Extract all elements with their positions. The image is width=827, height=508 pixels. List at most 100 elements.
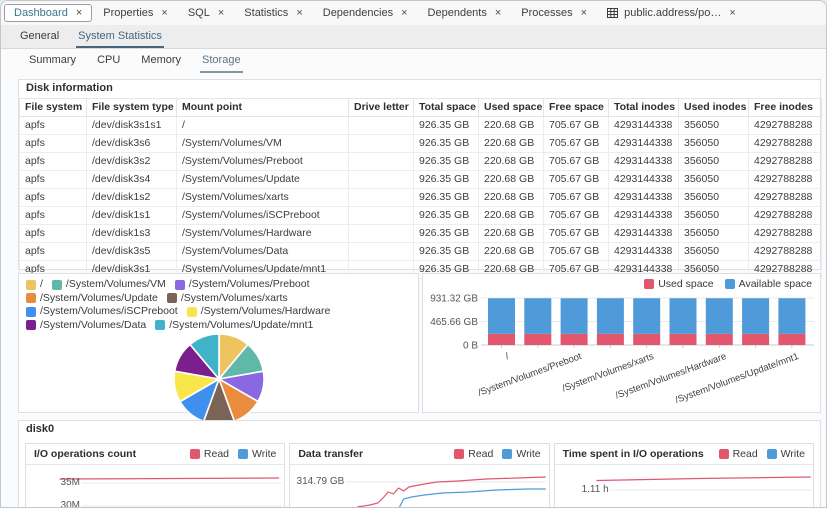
chart-plot-area: 1.11 h xyxy=(555,465,813,508)
legend-label: /System/Volumes/iSCPreboot xyxy=(40,305,178,319)
close-icon[interactable]: × xyxy=(401,8,407,18)
legend-color-chip xyxy=(190,449,200,459)
tab-cpu[interactable]: CPU xyxy=(95,49,122,73)
tab-system-statistics[interactable]: System Statistics xyxy=(76,25,164,48)
table-cell: 220.68 GB xyxy=(479,117,544,135)
panel-tab-label: Processes xyxy=(521,7,572,19)
table-row[interactable]: apfs/dev/disk3s1s1/926.35 GB220.68 GB705… xyxy=(20,117,822,135)
table-cell: 705.67 GB xyxy=(544,117,609,135)
disk0-panel: disk0 I/O operations countReadWrite35M30… xyxy=(18,420,821,508)
series-line-read xyxy=(60,478,280,479)
table-cell xyxy=(349,207,414,225)
table-row[interactable]: apfs/dev/disk3s6/System/Volumes/VM926.35… xyxy=(20,135,822,153)
tab-label: Storage xyxy=(202,54,241,66)
table-cell: apfs xyxy=(20,243,87,261)
table-row[interactable]: apfs/dev/disk3s4/System/Volumes/Update92… xyxy=(20,171,822,189)
panel-tab-dependents[interactable]: Dependents× xyxy=(419,5,511,21)
bar-segment-used-space xyxy=(670,334,697,345)
table-cell xyxy=(349,135,414,153)
chart-card-header: I/O operations count Read Write xyxy=(26,444,284,465)
table-cell: 4293144338 xyxy=(609,225,679,243)
table-row[interactable]: apfs/dev/disk3s5/System/Volumes/Data926.… xyxy=(20,243,822,261)
space-bar-panel: Used spaceAvailable space 931.32 GB465.6… xyxy=(422,273,821,413)
table-cell: 4292788288 xyxy=(749,117,822,135)
bar-segment-available-space xyxy=(488,298,515,334)
panel-tab-dependencies[interactable]: Dependencies× xyxy=(314,5,417,21)
pgadmin-dashboard-window: Dashboard×Properties×SQL×Statistics×Depe… xyxy=(0,0,827,508)
table-cell: 926.35 GB xyxy=(414,207,479,225)
close-icon[interactable]: × xyxy=(161,8,167,18)
table-cell: 926.35 GB xyxy=(414,171,479,189)
panel-tab-statistics[interactable]: Statistics× xyxy=(235,5,311,21)
tab-storage[interactable]: Storage xyxy=(200,49,243,73)
table-row[interactable]: apfs/dev/disk3s2/System/Volumes/Preboot9… xyxy=(20,153,822,171)
chart-legend: ReadWrite xyxy=(719,448,805,460)
chart-title: I/O operations count xyxy=(34,448,136,460)
column-header-free-space: Free space xyxy=(544,99,609,117)
table-row[interactable]: apfs/dev/disk1s1/System/Volumes/iSCPrebo… xyxy=(20,207,822,225)
table-cell: 4292788288 xyxy=(749,153,822,171)
table-cell: /System/Volumes/Hardware xyxy=(177,225,349,243)
table-cell: 220.68 GB xyxy=(479,189,544,207)
table-cell: 220.68 GB xyxy=(479,153,544,171)
y-tick-label: 931.32 GB xyxy=(430,294,478,305)
dashboard-tab-bar: General System Statistics xyxy=(1,25,826,49)
table-cell: /System/Volumes/Preboot xyxy=(177,153,349,171)
close-icon[interactable]: × xyxy=(495,8,501,18)
table-cell: apfs xyxy=(20,153,87,171)
tab-memory[interactable]: Memory xyxy=(139,49,183,73)
disk0-title: disk0 xyxy=(19,421,820,439)
legend-label: Read xyxy=(733,448,758,460)
close-icon[interactable]: × xyxy=(581,8,587,18)
legend-item-read: Read xyxy=(190,448,229,460)
bar-segment-available-space xyxy=(597,298,624,334)
legend-color-chip xyxy=(719,449,729,459)
panel-tab-sql[interactable]: SQL× xyxy=(179,5,233,21)
close-icon[interactable]: × xyxy=(296,8,302,18)
series-line-write xyxy=(399,489,546,508)
table-row[interactable]: apfs/dev/disk1s2/System/Volumes/xarts926… xyxy=(20,189,822,207)
disk-information-panel: Disk information File systemFile system … xyxy=(18,79,821,270)
disk-information-table: File systemFile system typeMount pointDr… xyxy=(19,98,822,279)
bar-segment-used-space xyxy=(561,334,588,345)
column-header-total-space: Total space xyxy=(414,99,479,117)
legend-color-chip xyxy=(767,449,777,459)
table-cell: 705.67 GB xyxy=(544,207,609,225)
close-icon[interactable]: × xyxy=(729,8,735,18)
legend-label: Write xyxy=(252,448,276,460)
table-cell: 926.35 GB xyxy=(414,189,479,207)
panel-tab-dashboard[interactable]: Dashboard× xyxy=(4,4,92,22)
legend-label: Read xyxy=(204,448,229,460)
legend-label: /System/Volumes/VM xyxy=(66,278,166,292)
tab-general[interactable]: General xyxy=(18,25,61,48)
close-icon[interactable]: × xyxy=(76,8,82,18)
bar-segment-used-space xyxy=(524,334,551,345)
table-header-row: File systemFile system typeMount pointDr… xyxy=(20,99,822,117)
pie-chart-wrap xyxy=(19,332,418,426)
panel-tab-public-address-po[interactable]: public.address/po…× xyxy=(598,5,745,21)
y-tick-label: 0 B xyxy=(463,341,478,352)
legend-color-chip xyxy=(26,320,36,330)
bar-segment-used-space xyxy=(742,334,769,345)
close-icon[interactable]: × xyxy=(218,8,224,18)
legend-item-system-volumes-xarts: /System/Volumes/xarts xyxy=(167,292,288,306)
column-header-drive-letter: Drive letter xyxy=(349,99,414,117)
bar-segment-used-space xyxy=(778,334,805,345)
legend-color-chip xyxy=(454,449,464,459)
table-cell: 4293144338 xyxy=(609,207,679,225)
tab-summary[interactable]: Summary xyxy=(27,49,78,73)
panel-tab-processes[interactable]: Processes × xyxy=(512,5,596,21)
table-cell: /System/Volumes/xarts xyxy=(177,189,349,207)
panel-tab-properties[interactable]: Properties × xyxy=(94,5,177,21)
legend-color-chip xyxy=(175,280,185,290)
used-space-pie-chart xyxy=(169,332,269,426)
legend-color-chip xyxy=(26,293,36,303)
bar-segment-used-space xyxy=(488,334,515,345)
table-cell: 4293144338 xyxy=(609,117,679,135)
table-row[interactable]: apfs/dev/disk1s3/System/Volumes/Hardware… xyxy=(20,225,822,243)
table-cell: 220.68 GB xyxy=(479,225,544,243)
table-cell: 4293144338 xyxy=(609,135,679,153)
legend-color-chip xyxy=(187,307,197,317)
column-header-total-inodes: Total inodes xyxy=(609,99,679,117)
panel-tab-label: Properties xyxy=(103,7,153,19)
